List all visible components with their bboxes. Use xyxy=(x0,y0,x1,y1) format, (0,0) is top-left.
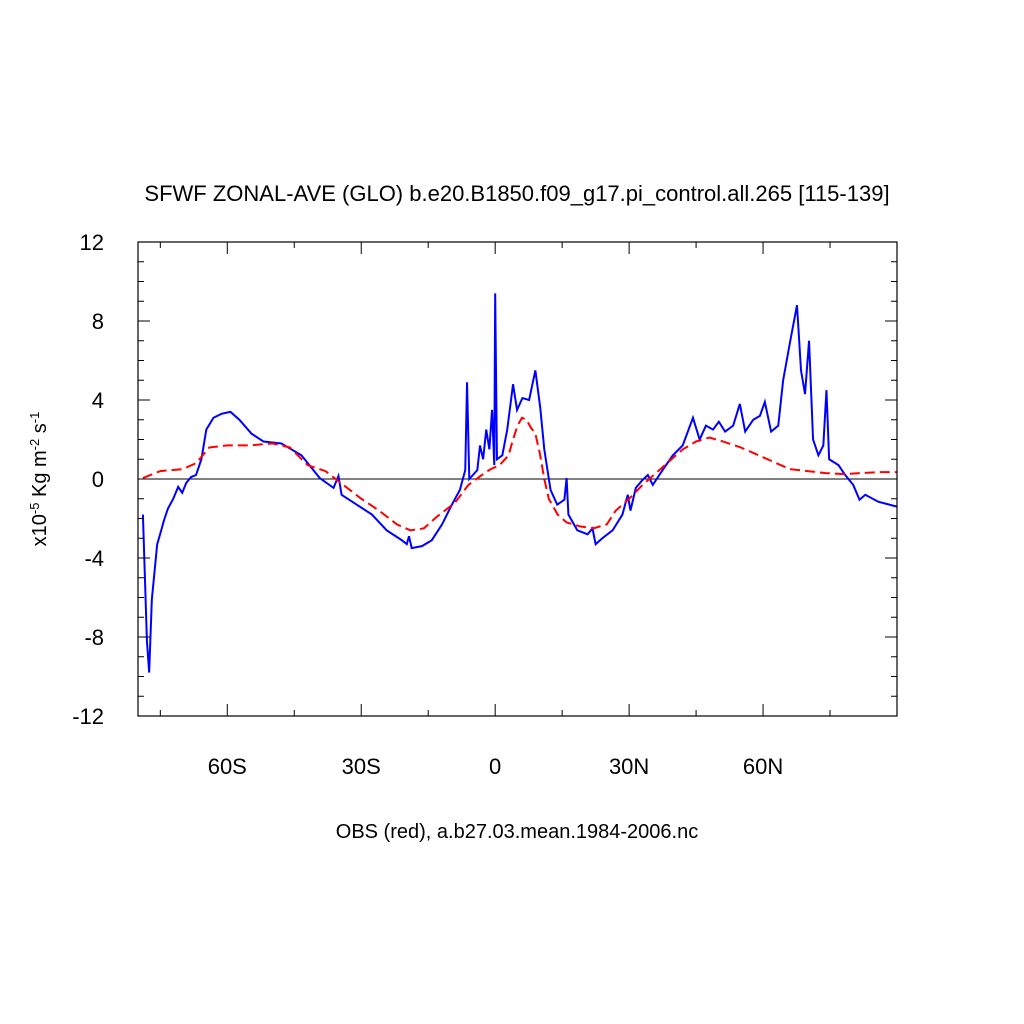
y-axis-label-sup: -5 xyxy=(27,503,42,515)
y-tick-label: 4 xyxy=(92,388,104,413)
y-axis-label-sup: -1 xyxy=(27,412,42,424)
data-line xyxy=(142,416,897,532)
data-line xyxy=(141,293,898,673)
x-tick-label: 30N xyxy=(609,754,649,779)
y-axis-label-sup: -2 xyxy=(27,439,42,451)
x-axis-label: OBS (red), a.b27.03.mean.1984-2006.nc xyxy=(336,821,698,843)
y-axis-label-part: x10 xyxy=(29,514,51,546)
y-tick-label: -8 xyxy=(84,625,104,650)
y-tick-label: 0 xyxy=(92,467,104,492)
y-tick-label: -4 xyxy=(84,546,104,571)
chart-title: SFWF ZONAL-AVE (GLO) b.e20.B1850.f09_g17… xyxy=(144,181,889,206)
y-axis-label: x10-5 Kg m-2 s-1 xyxy=(27,412,52,547)
y-tick-label: -12 xyxy=(72,704,104,729)
x-tick-label: 0 xyxy=(489,754,501,779)
y-axis-label-part: s xyxy=(29,423,51,439)
x-tick-label: 60N xyxy=(743,754,783,779)
x-tick-label: 30S xyxy=(342,754,381,779)
x-tick-label: 60S xyxy=(208,754,247,779)
y-tick-label: 12 xyxy=(80,230,104,255)
y-axis-label-part: Kg m xyxy=(29,450,51,502)
y-tick-label: 8 xyxy=(92,309,104,334)
